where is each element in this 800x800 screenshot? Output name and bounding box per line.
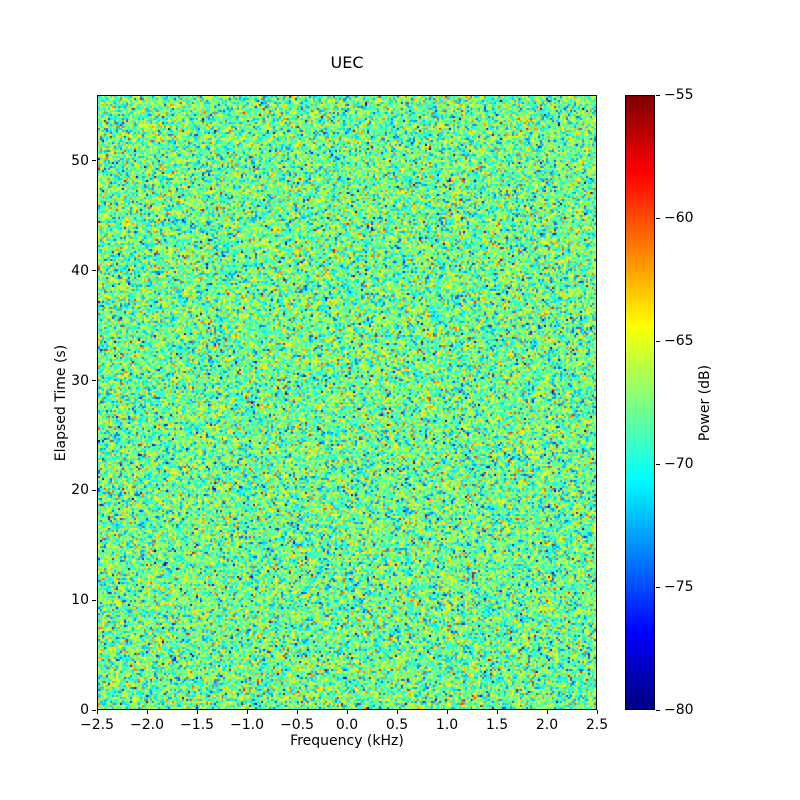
x-tick-label: 2.5 [585,717,609,733]
colorbar-tick-mark [656,586,660,588]
x-tick-mark [546,710,548,714]
y-tick-mark [92,270,96,272]
colorbar-tick-mark [656,463,660,465]
x-tick-label: 0.5 [385,717,409,733]
x-tick-mark [446,710,448,714]
colorbar-gradient-canvas [626,96,654,709]
x-tick-label: −1.0 [230,717,264,733]
y-tick-label: 20 [71,482,89,499]
x-tick-mark [396,710,398,714]
y-tick-mark [92,599,96,601]
y-tick-mark [92,380,96,382]
x-tick-mark [246,710,248,714]
y-tick-label: 10 [71,592,89,609]
x-tick-label: −1.5 [180,717,214,733]
x-tick-mark [346,710,348,714]
y-tick-label: 0 [80,702,89,718]
x-tick-label: −2.0 [130,717,164,733]
colorbar-tick-label: −80 [664,702,694,718]
chart-title: UEC [330,53,364,72]
heatmap-plot-area [97,95,597,710]
x-tick-label: −0.5 [280,717,314,733]
colorbar-tick-mark [656,340,660,342]
x-tick-label: −2.5 [80,717,114,733]
colorbar-tick-mark [656,709,660,711]
y-tick-mark [92,709,96,711]
spectrogram-noise-canvas [98,96,596,709]
x-tick-mark [196,710,198,714]
y-tick-label: 30 [71,372,89,389]
x-tick-label: 2.0 [535,717,559,733]
y-tick-label: 50 [71,152,89,169]
y-tick-mark [92,489,96,491]
y-axis-label: Elapsed Time (s) [53,344,69,462]
x-tick-mark [146,710,148,714]
x-tick-label: 1.0 [435,717,459,733]
colorbar-tick-label: −65 [664,333,694,349]
colorbar [625,95,655,710]
x-axis-label: Frequency (kHz) [290,733,404,749]
x-tick-mark [296,710,298,714]
y-tick-label: 40 [71,262,89,279]
x-tick-mark [596,710,598,714]
colorbar-tick-mark [656,217,660,219]
colorbar-tick-label: −60 [664,210,694,226]
y-tick-mark [92,160,96,162]
x-tick-label: 0.0 [335,717,359,733]
colorbar-tick-label: −55 [664,87,694,103]
colorbar-tick-label: −75 [664,579,694,595]
colorbar-tick-label: −70 [664,456,694,472]
colorbar-label: Power (dB) [697,364,713,442]
x-tick-mark [96,710,98,714]
x-tick-mark [496,710,498,714]
colorbar-tick-mark [656,94,660,96]
x-tick-label: 1.5 [485,717,509,733]
